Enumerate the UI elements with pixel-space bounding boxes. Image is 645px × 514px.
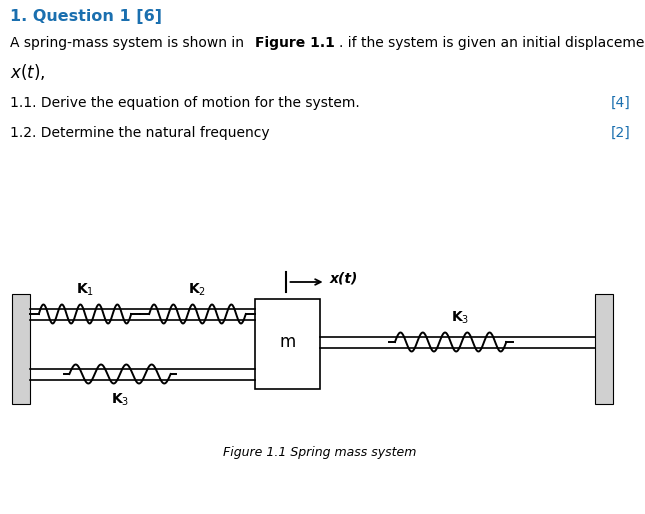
Text: K$_1$: K$_1$ <box>76 282 94 298</box>
Bar <box>12 294 30 404</box>
Text: A spring-mass system is shown in: A spring-mass system is shown in <box>10 36 248 50</box>
Text: 1. Question 1 [6]: 1. Question 1 [6] <box>10 9 162 24</box>
Text: m: m <box>279 333 295 351</box>
Text: [2]: [2] <box>610 126 630 140</box>
Text: K$_3$: K$_3$ <box>111 392 129 409</box>
Text: K$_3$: K$_3$ <box>451 309 470 326</box>
Text: 1.1. Derive the equation of motion for the system.: 1.1. Derive the equation of motion for t… <box>10 96 360 110</box>
Text: K$_2$: K$_2$ <box>188 282 206 298</box>
Text: x(t): x(t) <box>330 272 358 286</box>
Text: [4]: [4] <box>610 96 630 110</box>
Text: Figure 1.1: Figure 1.1 <box>255 36 335 50</box>
Text: 1.2. Determine the natural frequency: 1.2. Determine the natural frequency <box>10 126 270 140</box>
Text: . if the system is given an initial displacement: . if the system is given an initial disp… <box>339 36 645 50</box>
Text: $\mathbf{\mathit{x(t)}}$,: $\mathbf{\mathit{x(t)}}$, <box>10 62 46 82</box>
Bar <box>595 294 613 404</box>
Bar <box>255 299 320 389</box>
Text: Figure 1.1 Spring mass system: Figure 1.1 Spring mass system <box>223 446 417 459</box>
